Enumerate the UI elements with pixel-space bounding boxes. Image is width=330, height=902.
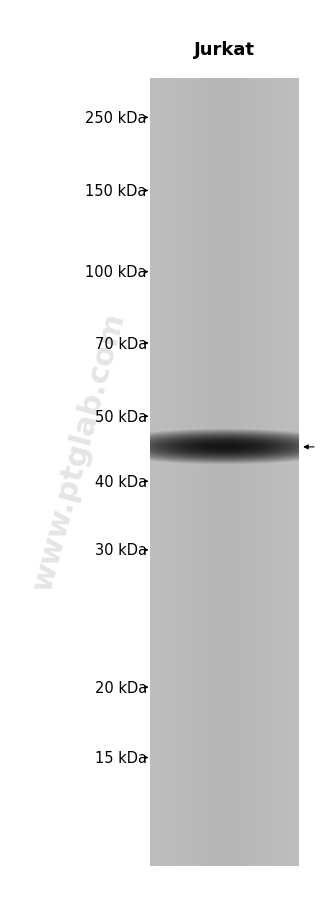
Text: 150 kDa: 150 kDa <box>85 184 147 198</box>
Text: 100 kDa: 100 kDa <box>85 265 147 280</box>
Text: 30 kDa: 30 kDa <box>95 543 147 557</box>
Text: 70 kDa: 70 kDa <box>95 336 147 351</box>
Text: Jurkat: Jurkat <box>194 41 255 59</box>
Text: www.ptglab.com: www.ptglab.com <box>28 308 130 594</box>
Text: 250 kDa: 250 kDa <box>85 111 147 125</box>
Text: 20 kDa: 20 kDa <box>95 680 147 695</box>
Text: 50 kDa: 50 kDa <box>95 410 147 424</box>
Text: 15 kDa: 15 kDa <box>95 750 147 765</box>
Text: 40 kDa: 40 kDa <box>95 474 147 489</box>
